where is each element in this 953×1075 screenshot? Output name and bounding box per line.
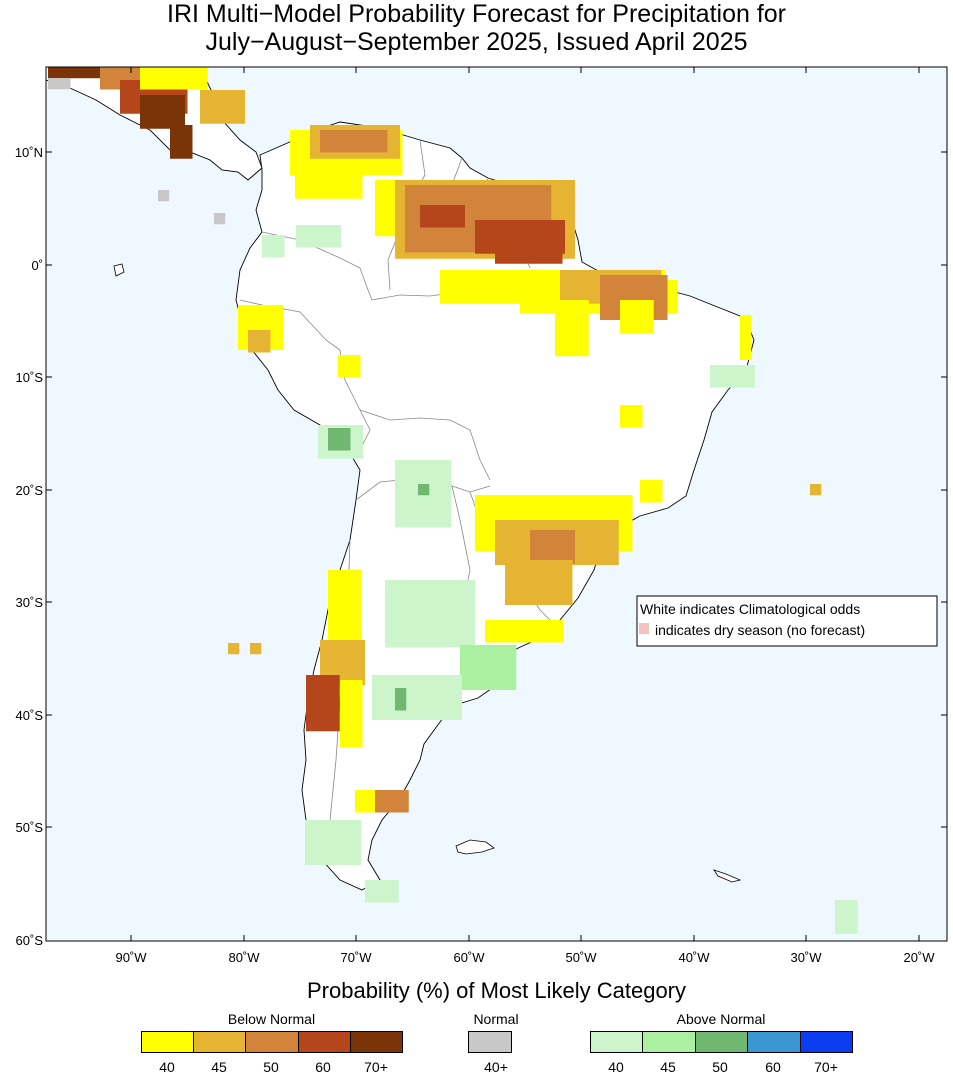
forecast-cell-group bbox=[505, 560, 573, 605]
longitude-axis bbox=[130, 67, 920, 941]
legend-swatch-below-normal-4 bbox=[349, 1031, 403, 1053]
dry-season-swatch bbox=[639, 623, 649, 634]
lon-label-80w: 80˚W bbox=[228, 950, 260, 965]
legend-swatch-above-normal-2 bbox=[694, 1031, 749, 1053]
legend-normal-title: Normal bbox=[473, 1011, 519, 1027]
forecast-cell-group bbox=[248, 330, 271, 353]
forecast-cell-group bbox=[555, 300, 589, 357]
legend-below-label-60: 60 bbox=[315, 1059, 331, 1075]
forecast-cell-group bbox=[372, 675, 462, 720]
forecast-map: 90˚W 80˚W 70˚W 60˚W 50˚W 40˚W 30˚W 20˚W … bbox=[15, 66, 948, 965]
falkland-islands bbox=[455, 839, 495, 855]
note-climatological-odds: White indicates Climatological odds bbox=[640, 601, 860, 617]
forecast-cell-group bbox=[385, 580, 475, 648]
legend-swatch-below-normal-3 bbox=[297, 1031, 351, 1053]
map-note-box: White indicates Climatological odds indi… bbox=[636, 595, 938, 647]
legend-subtitle: Probability (%) of Most Likely Category bbox=[306, 978, 687, 1003]
legend-above-label-45: 45 bbox=[660, 1059, 676, 1075]
south-georgia bbox=[713, 869, 742, 883]
forecast-cell-group bbox=[365, 880, 399, 903]
forecast-cell-group bbox=[835, 900, 858, 934]
forecast-cell-group bbox=[328, 428, 351, 451]
legend-below-label-45: 45 bbox=[211, 1059, 227, 1075]
forecast-cell-group bbox=[170, 125, 193, 159]
forecast-cell-group bbox=[296, 225, 341, 248]
forecast-cell-group bbox=[620, 300, 654, 334]
legend-above-normal-title: Above Normal bbox=[676, 1011, 766, 1027]
forecast-cell-group bbox=[418, 484, 430, 496]
latitude-axis bbox=[46, 151, 947, 828]
map-title-line1: IRI Multi−Model Probability Forecast for… bbox=[167, 0, 786, 28]
forecast-cell-group bbox=[140, 95, 185, 129]
lon-label-70w: 70˚W bbox=[340, 950, 372, 965]
lon-label-30w: 30˚W bbox=[790, 950, 822, 965]
forecast-cell-group bbox=[250, 643, 262, 655]
legend-below-label-40: 40 bbox=[159, 1059, 175, 1075]
lat-label-20s: 20˚S bbox=[16, 483, 44, 498]
lat-label-40s: 40˚S bbox=[16, 708, 44, 723]
forecast-cell-group bbox=[48, 67, 116, 79]
legend-below-label-70: 70+ bbox=[364, 1059, 388, 1075]
forecast-cell-group bbox=[305, 820, 362, 865]
lon-label-20w: 20˚W bbox=[903, 950, 935, 965]
lon-label-60w: 60˚W bbox=[453, 950, 485, 965]
forecast-cell-group bbox=[740, 315, 752, 360]
map-title-line2: July−August−September 2025, Issued April… bbox=[205, 28, 748, 56]
forecast-cell-group bbox=[810, 484, 822, 496]
legend-above-label-40: 40 bbox=[608, 1059, 624, 1075]
legend-swatch-below-normal-0 bbox=[141, 1031, 195, 1053]
lon-label-90w: 90˚W bbox=[115, 950, 147, 965]
forecast-cell-group bbox=[395, 688, 407, 711]
forecast-cell-group bbox=[640, 480, 663, 503]
forecast-cell-group bbox=[375, 790, 409, 813]
lat-label-0: 0˚ bbox=[31, 258, 43, 273]
legend-normal-label-40: 40+ bbox=[484, 1059, 508, 1075]
map-frame bbox=[45, 66, 948, 942]
forecast-cell-group bbox=[340, 680, 363, 748]
legend-swatch-below-normal-2 bbox=[245, 1031, 299, 1053]
lon-label-40w: 40˚W bbox=[678, 950, 710, 965]
forecast-cell-group bbox=[200, 90, 245, 124]
legend-swatch-above-normal-0 bbox=[590, 1031, 644, 1053]
legend-above-label-60: 60 bbox=[765, 1059, 781, 1075]
legend-swatch-above-normal-3 bbox=[747, 1031, 801, 1053]
galapagos-islands bbox=[113, 263, 125, 277]
forecast-cell-group bbox=[306, 675, 340, 732]
lat-label-30s: 30˚S bbox=[16, 595, 44, 610]
legend-swatch-above-normal-4 bbox=[799, 1031, 853, 1053]
forecast-cell-group bbox=[158, 190, 170, 202]
legend-below-label-50: 50 bbox=[263, 1059, 279, 1075]
lat-label-60s: 60˚S bbox=[16, 933, 44, 948]
forecast-cell-group bbox=[48, 78, 71, 90]
forecast-cell-group bbox=[214, 213, 226, 225]
forecast-cell-group bbox=[262, 235, 285, 258]
lat-label-10n: 10˚N bbox=[15, 145, 43, 160]
forecast-cell-group bbox=[710, 365, 755, 388]
forecast-cell-group bbox=[140, 67, 208, 90]
forecast-cell-group bbox=[620, 405, 643, 428]
forecast-cell-group bbox=[530, 530, 575, 564]
legend-swatch-normal-0 bbox=[468, 1031, 512, 1053]
forecast-cell-group bbox=[485, 620, 564, 643]
forecast-cell-group bbox=[420, 205, 465, 228]
lat-label-50s: 50˚S bbox=[16, 820, 44, 835]
legend-above-label-50: 50 bbox=[712, 1059, 728, 1075]
note-dry-season: indicates dry season (no forecast) bbox=[655, 622, 865, 638]
forecast-cell-group bbox=[320, 130, 388, 153]
forecast-cell-group bbox=[295, 165, 363, 199]
forecast-cell-group bbox=[228, 643, 240, 655]
lat-label-10s: 10˚S bbox=[16, 370, 44, 385]
legend-swatch-below-normal-1 bbox=[193, 1031, 247, 1053]
forecast-cells bbox=[48, 67, 858, 934]
legend-swatch-above-normal-1 bbox=[642, 1031, 696, 1053]
forecast-cell-group bbox=[495, 230, 563, 264]
legend-above-label-70: 70+ bbox=[814, 1059, 838, 1075]
legend-below-normal-title: Below Normal bbox=[227, 1011, 316, 1027]
forecast-cell-group bbox=[338, 355, 361, 378]
lon-label-50w: 50˚W bbox=[565, 950, 597, 965]
forecast-cell-group bbox=[460, 645, 517, 690]
